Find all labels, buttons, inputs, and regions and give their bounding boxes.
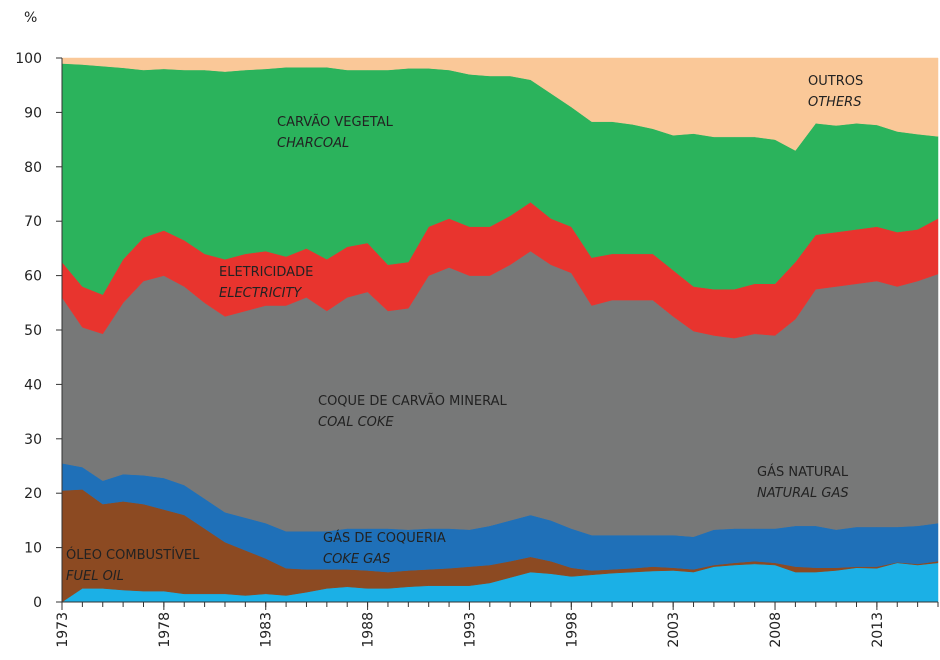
series-label-en: ELECTRICITY bbox=[219, 286, 302, 301]
series-label: GÁS DE COQUERIA bbox=[323, 530, 446, 546]
y-tick-label: 10 bbox=[24, 541, 42, 557]
y-axis-label: % bbox=[24, 10, 37, 26]
series-label-en: OTHERS bbox=[808, 95, 861, 110]
x-tick-label: 1998 bbox=[564, 612, 580, 648]
series-label: OUTROS bbox=[808, 74, 863, 89]
x-tick-label: 1983 bbox=[259, 612, 275, 648]
y-tick-label: 50 bbox=[24, 323, 42, 339]
series-label: COQUE DE CARVÃO MINERAL bbox=[318, 393, 508, 409]
series-label-en: CHARCOAL bbox=[277, 136, 349, 151]
series-label: CARVÃO VEGETAL bbox=[277, 114, 394, 130]
series-label-en: COKE GAS bbox=[323, 552, 390, 567]
x-tick-label: 2003 bbox=[666, 612, 682, 648]
series-label: ELETRICIDADE bbox=[219, 265, 313, 280]
x-tick-label: 1988 bbox=[361, 612, 377, 648]
series-label: GÁS NATURAL bbox=[757, 464, 849, 480]
x-tick-label: 2013 bbox=[870, 612, 886, 648]
y-tick-label: 70 bbox=[24, 214, 42, 230]
series-label-en: NATURAL GAS bbox=[757, 486, 849, 501]
x-tick-label: 1978 bbox=[157, 612, 173, 648]
y-tick-label: 100 bbox=[15, 51, 42, 67]
x-tick-label: 1973 bbox=[55, 612, 71, 648]
x-tick-label: 1993 bbox=[462, 612, 478, 648]
series-label: ÓLEO COMBUSTÍVEL bbox=[66, 547, 200, 563]
y-tick-label: 0 bbox=[33, 595, 42, 611]
y-tick-label: 30 bbox=[24, 432, 42, 448]
y-tick-label: 40 bbox=[24, 377, 42, 393]
series-label-en: FUEL OIL bbox=[66, 569, 124, 584]
series-label-en: COAL COKE bbox=[318, 415, 394, 430]
y-tick-label: 80 bbox=[24, 160, 42, 176]
area bbox=[61, 57, 939, 151]
x-tick-label: 2008 bbox=[768, 612, 784, 648]
y-tick-label: 90 bbox=[24, 105, 42, 121]
y-tick-label: 20 bbox=[24, 486, 42, 502]
y-tick-label: 60 bbox=[24, 269, 42, 285]
